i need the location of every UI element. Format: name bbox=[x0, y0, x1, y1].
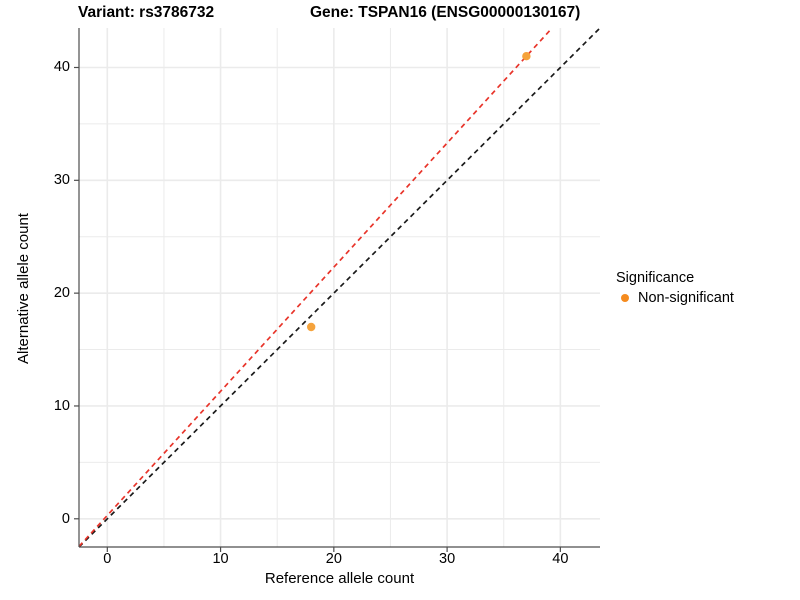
x-tick-label: 20 bbox=[325, 551, 342, 567]
legend-title: Significance bbox=[616, 270, 695, 286]
legend-point-icon bbox=[616, 289, 633, 306]
x-tick-label: 10 bbox=[212, 551, 229, 567]
y-tick-label: 40 bbox=[53, 59, 70, 76]
scatter-point[interactable] bbox=[522, 52, 531, 61]
y-tick-label: 10 bbox=[53, 397, 70, 414]
x-tick-label: 30 bbox=[439, 551, 456, 567]
scatter-point[interactable] bbox=[306, 322, 316, 332]
y-axis-tick-labels: 0 10 20 30 40 bbox=[0, 0, 70, 600]
data-points bbox=[306, 52, 531, 332]
y-tick-label: 30 bbox=[53, 172, 70, 189]
y-tick-label: 20 bbox=[53, 285, 70, 302]
plot-area-svg bbox=[79, 28, 600, 547]
legend: Significance Non-significant bbox=[616, 270, 796, 306]
y-tick-label: 0 bbox=[61, 510, 70, 527]
x-axis-title: Reference allele count bbox=[264, 570, 415, 587]
y-axis-title: Alternative allele count bbox=[15, 213, 32, 364]
legend-label: Non-significant bbox=[638, 289, 734, 306]
x-tick-label: 0 bbox=[103, 551, 112, 567]
variant-title: Variant: rs3786732 bbox=[78, 4, 215, 21]
gene-title: Gene: TSPAN16 (ENSG00000130167) bbox=[310, 4, 581, 21]
legend-item[interactable]: Non-significant bbox=[616, 289, 796, 306]
x-tick-label: 40 bbox=[552, 551, 569, 567]
identity-line bbox=[79, 28, 600, 547]
minor-gridlines bbox=[79, 28, 600, 547]
reference-lines bbox=[79, 28, 600, 547]
legend-dot bbox=[620, 293, 629, 302]
major-gridlines bbox=[79, 28, 600, 547]
plot-panel bbox=[79, 28, 600, 547]
legend-items: Non-significant bbox=[616, 289, 796, 306]
chart-title-row: Variant: rs3786732 Gene: TSPAN16 (ENSG00… bbox=[0, 4, 620, 28]
